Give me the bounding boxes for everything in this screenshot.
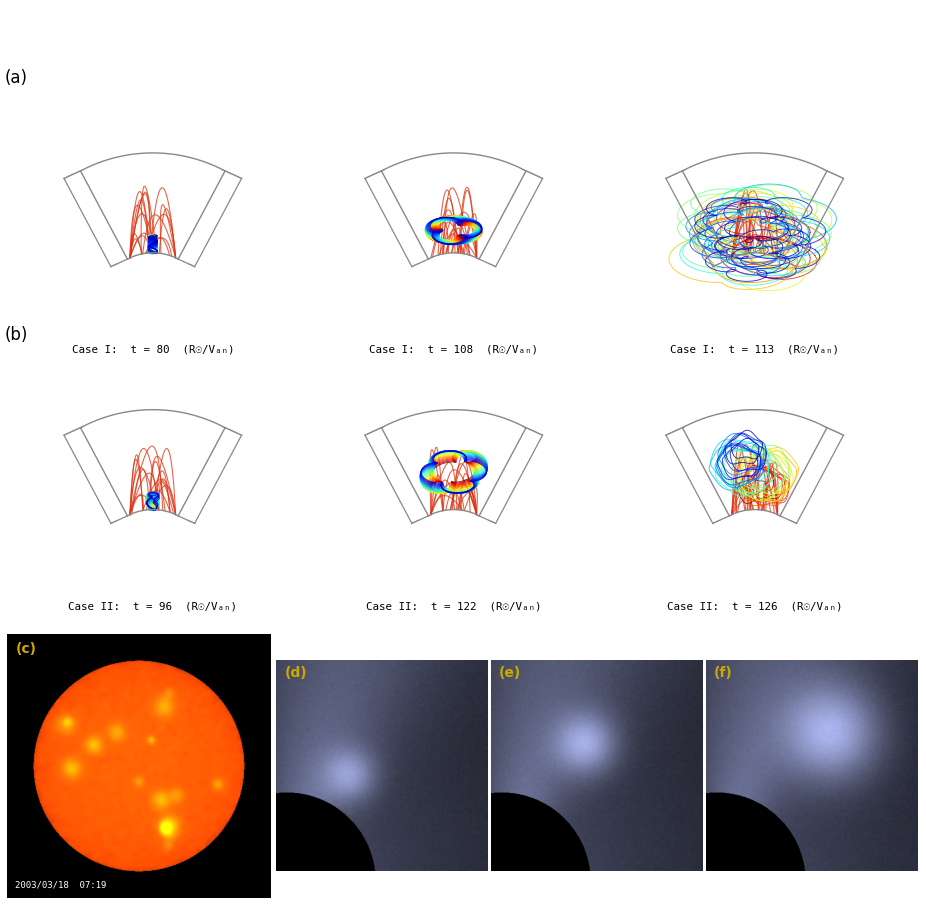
Text: (b): (b): [5, 326, 28, 344]
Text: Case II:  t = 96  (R☉/Vₐₙ): Case II: t = 96 (R☉/Vₐₙ): [69, 602, 237, 611]
Text: 2003/03/18  07:19: 2003/03/18 07:19: [16, 880, 106, 889]
Text: (c): (c): [16, 642, 36, 656]
Text: (a): (a): [5, 69, 28, 87]
Text: (e): (e): [499, 667, 521, 680]
Text: Case II:  t = 122  (R☉/Vₐₙ): Case II: t = 122 (R☉/Vₐₙ): [366, 602, 542, 611]
Text: Case I:  t = 113  (R☉/Vₐₙ): Case I: t = 113 (R☉/Vₐₙ): [670, 345, 839, 354]
Text: Case I:  t = 108  (R☉/Vₐₙ): Case I: t = 108 (R☉/Vₐₙ): [369, 345, 538, 354]
Text: (d): (d): [284, 667, 307, 680]
Text: Case II:  t = 126  (R☉/Vₐₙ): Case II: t = 126 (R☉/Vₐₙ): [667, 602, 843, 611]
Text: Case I:  t = 80  (R☉/Vₐₙ): Case I: t = 80 (R☉/Vₐₙ): [71, 345, 234, 354]
Text: (f): (f): [714, 667, 732, 680]
